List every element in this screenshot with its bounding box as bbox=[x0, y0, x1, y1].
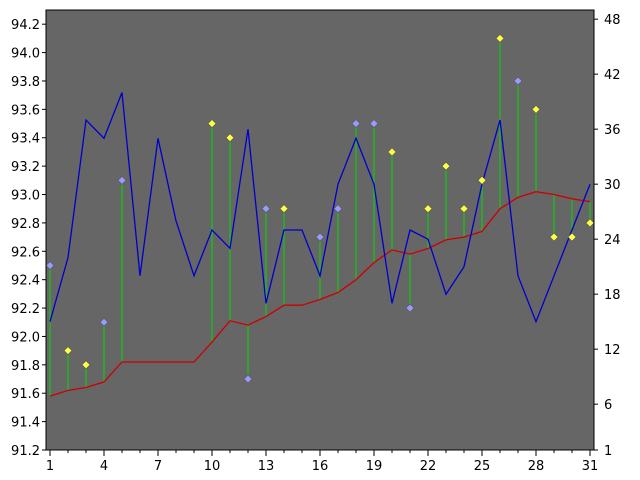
x-tick-label: 7 bbox=[154, 459, 162, 474]
y-left-tick-label: 91.6 bbox=[11, 387, 40, 402]
y-left-tick-label: 93.2 bbox=[11, 160, 40, 175]
marker-violet bbox=[99, 317, 109, 327]
marker-yellow bbox=[225, 133, 235, 143]
marker-yellow bbox=[81, 360, 91, 370]
y-left-tick-label: 91.2 bbox=[11, 444, 40, 459]
marker-violet bbox=[117, 175, 127, 185]
x-tick-label: 4 bbox=[100, 459, 108, 474]
series-lines bbox=[49, 92, 591, 397]
marker-violet bbox=[315, 232, 325, 242]
x-tick-label: 1 bbox=[46, 459, 54, 474]
y-left-tick-label: 93.6 bbox=[11, 103, 40, 118]
marker-violet bbox=[333, 204, 343, 214]
y-left-tick-label: 93.8 bbox=[11, 75, 40, 90]
y-right-tick-label: 48 bbox=[604, 13, 621, 28]
y-right-tick-label: 12 bbox=[604, 343, 621, 358]
marker-violet bbox=[405, 303, 415, 313]
y-left-tick-label: 91.8 bbox=[11, 359, 40, 374]
x-tick-label: 22 bbox=[420, 459, 437, 474]
marker-yellow bbox=[477, 175, 487, 185]
axes: 91.2 91.4 91.6 91.8 92.0 92.2 92.4 92.6 92.8 93.0… bbox=[11, 9, 621, 474]
y-left-tick-label: 92.0 bbox=[11, 330, 40, 345]
marker-yellow bbox=[495, 33, 505, 43]
y-left-tick-label: 91.4 bbox=[11, 416, 40, 431]
marker-violet bbox=[261, 204, 271, 214]
marker-violet bbox=[369, 119, 379, 128]
marker-yellow bbox=[387, 147, 397, 157]
series-line-blue bbox=[49, 92, 591, 324]
drop-lines bbox=[49, 38, 591, 397]
y-left-tick-label: 93.4 bbox=[11, 132, 40, 147]
x-tick-label: 10 bbox=[204, 459, 221, 474]
y-left-tick-label: 94.2 bbox=[11, 18, 40, 33]
marker-yellow bbox=[585, 218, 595, 228]
marker-violet bbox=[513, 76, 523, 86]
y-left-tick-label: 92.2 bbox=[11, 302, 40, 317]
y-left-tick-label: 93.0 bbox=[11, 189, 40, 204]
marker-yellow bbox=[549, 232, 559, 242]
markers bbox=[45, 33, 595, 384]
x-tick-label: 13 bbox=[258, 459, 275, 474]
x-tick-label: 31 bbox=[582, 459, 599, 474]
y-right-tick-label: 36 bbox=[604, 123, 621, 138]
series-line-red bbox=[49, 191, 591, 397]
plot-area bbox=[46, 10, 594, 450]
marker-yellow bbox=[531, 104, 541, 114]
marker-yellow bbox=[567, 232, 577, 242]
marker-yellow bbox=[279, 204, 289, 214]
y-right-tick-label: 18 bbox=[604, 288, 621, 303]
y-right-tick-label: 42 bbox=[604, 68, 621, 83]
y-left-tick-label: 92.6 bbox=[11, 245, 40, 260]
y-right-tick-label: 24 bbox=[604, 233, 621, 248]
marker-violet bbox=[45, 261, 55, 270]
y-right-tick-label: 30 bbox=[604, 178, 621, 193]
marker-violet bbox=[243, 374, 253, 384]
x-tick-label: 16 bbox=[312, 459, 329, 474]
marker-yellow bbox=[207, 119, 217, 128]
y-left-tick-label: 94.0 bbox=[11, 47, 40, 62]
marker-yellow bbox=[459, 204, 469, 214]
y-right-tick-label: 1 bbox=[604, 444, 612, 459]
marker-yellow bbox=[423, 204, 433, 214]
marker-violet bbox=[351, 119, 361, 128]
marker-yellow bbox=[441, 161, 451, 171]
y-right-tick-label: 6 bbox=[604, 398, 612, 413]
marker-yellow bbox=[63, 346, 73, 356]
x-tick-label: 19 bbox=[366, 459, 383, 474]
y-left-tick-label: 92.8 bbox=[11, 217, 40, 232]
x-tick-label: 25 bbox=[474, 459, 491, 474]
y-left-tick-label: 92.4 bbox=[11, 274, 40, 289]
x-tick-label: 28 bbox=[528, 459, 545, 474]
